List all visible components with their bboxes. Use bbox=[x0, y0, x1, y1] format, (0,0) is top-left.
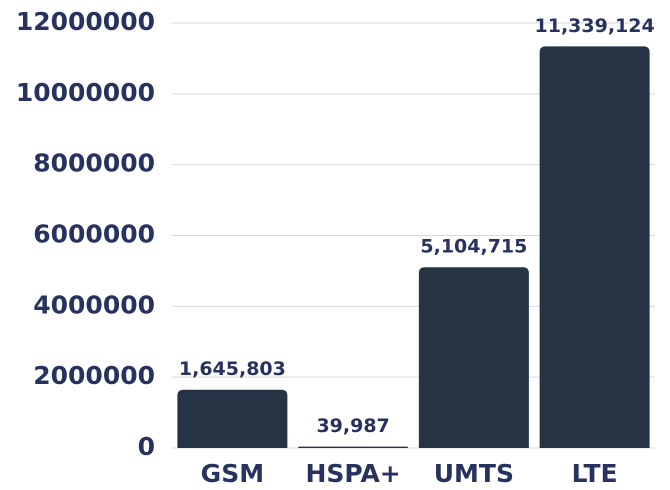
x-tick-label: UMTS bbox=[434, 459, 514, 488]
x-tick-label: GSM bbox=[201, 459, 264, 488]
y-tick-label: 10000000 bbox=[16, 78, 155, 107]
x-tick-label: HSPA+ bbox=[305, 459, 400, 488]
value-label: 39,987 bbox=[316, 415, 389, 437]
value-label: 11,339,124 bbox=[535, 15, 655, 37]
y-tick-label: 0 bbox=[138, 432, 155, 461]
value-label: 5,104,715 bbox=[420, 236, 527, 258]
y-tick-label: 12000000 bbox=[16, 7, 155, 36]
x-tick-label: LTE bbox=[572, 459, 618, 488]
y-tick-label: 2000000 bbox=[33, 361, 155, 390]
y-tick-label: 4000000 bbox=[33, 290, 155, 319]
bar bbox=[418, 267, 529, 448]
value-label: 1,645,803 bbox=[179, 358, 286, 380]
bar bbox=[298, 446, 409, 448]
bar bbox=[539, 46, 650, 448]
y-tick-label: 8000000 bbox=[33, 149, 155, 178]
y-tick-label: 6000000 bbox=[33, 220, 155, 249]
bar bbox=[177, 389, 288, 448]
